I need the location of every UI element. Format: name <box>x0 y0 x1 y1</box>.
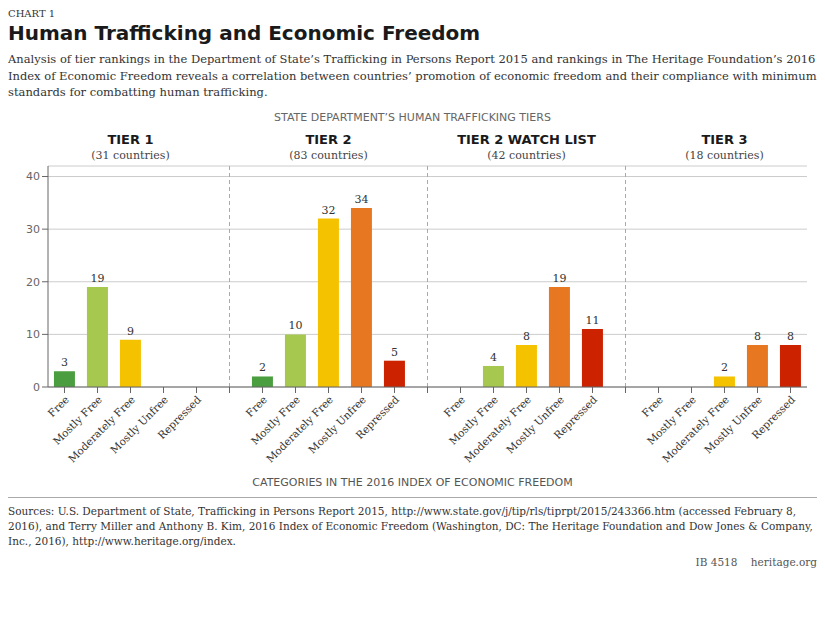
svg-text:30: 30 <box>26 223 40 236</box>
svg-text:TIER 2 WATCH LIST: TIER 2 WATCH LIST <box>457 132 596 147</box>
svg-text:Moderately Free: Moderately Free <box>263 393 336 465</box>
html-text:Sources: U.S. Department of St: Sources: U.S. Department of State, Traff… <box>8 505 813 548</box>
html-text:CATEGORIES IN THE 2016 INDEX O: CATEGORIES IN THE 2016 INDEX OF ECONOMIC… <box>252 476 573 489</box>
svg-text:Mostly Free: Mostly Free <box>50 393 105 447</box>
html-text:Analysis of tier rankings in t: Analysis of tier rankings in the Departm… <box>8 52 817 100</box>
svg-text:2: 2 <box>259 361 266 374</box>
html-text:CHART 1: CHART 1 <box>8 8 56 19</box>
svg-text:Mostly Unfree: Mostly Unfree <box>702 393 764 455</box>
svg-text:5: 5 <box>391 346 398 359</box>
svg-text:8: 8 <box>523 330 530 343</box>
html-text:IB 4518 heritage.org: IB 4518 heritage.org <box>695 555 817 568</box>
svg-text:TIER 2: TIER 2 <box>305 132 351 147</box>
svg-text:4: 4 <box>490 351 497 364</box>
svg-text:TIER 3: TIER 3 <box>701 132 747 147</box>
svg-text:Repressed: Repressed <box>155 393 203 441</box>
svg-text:10: 10 <box>26 328 40 341</box>
svg-text:(18 countries): (18 countries) <box>685 149 763 162</box>
svg-text:Free: Free <box>441 393 467 419</box>
svg-text:(42 countries): (42 countries) <box>487 149 565 162</box>
svg-text:Mostly Free: Mostly Free <box>446 393 501 447</box>
svg-text:8: 8 <box>754 330 761 343</box>
html-text:Human Trafficking and Economic: Human Trafficking and Economic Freedom <box>8 21 481 45</box>
svg-text:34: 34 <box>354 193 368 206</box>
svg-text:Moderately Free: Moderately Free <box>461 393 534 465</box>
svg-text:20: 20 <box>26 276 40 289</box>
svg-text:10: 10 <box>288 319 302 332</box>
svg-text:Mostly Free: Mostly Free <box>248 393 303 447</box>
svg-text:Repressed: Repressed <box>353 393 401 441</box>
svg-text:(31 countries): (31 countries) <box>91 149 169 162</box>
svg-text:11: 11 <box>585 314 599 327</box>
svg-text:32: 32 <box>321 204 335 217</box>
svg-text:3: 3 <box>61 356 68 369</box>
svg-text:Free: Free <box>45 393 71 419</box>
svg-text:(83 countries): (83 countries) <box>289 149 367 162</box>
svg-text:8: 8 <box>787 330 794 343</box>
svg-text:Repressed: Repressed <box>551 393 599 441</box>
svg-text:Free: Free <box>243 393 269 419</box>
svg-text:TIER 1: TIER 1 <box>107 132 153 147</box>
svg-text:Mostly Unfree: Mostly Unfree <box>504 393 566 455</box>
svg-text:0: 0 <box>33 381 40 394</box>
svg-text:Mostly Unfree: Mostly Unfree <box>306 393 368 455</box>
svg-text:Repressed: Repressed <box>749 393 797 441</box>
svg-text:9: 9 <box>127 325 134 338</box>
svg-text:Free: Free <box>639 393 665 419</box>
svg-text:Moderately Free: Moderately Free <box>659 393 732 465</box>
svg-text:Mostly Unfree: Mostly Unfree <box>108 393 170 455</box>
svg-text:Moderately Free: Moderately Free <box>65 393 138 465</box>
svg-text:19: 19 <box>552 272 566 285</box>
svg-text:2: 2 <box>721 361 728 374</box>
svg-text:40: 40 <box>26 170 40 183</box>
html-text:STATE DEPARTMENT’S HUMAN TRAFF: STATE DEPARTMENT’S HUMAN TRAFFICKING TIE… <box>274 111 551 124</box>
svg-text:19: 19 <box>90 272 104 285</box>
svg-text:Mostly Free: Mostly Free <box>644 393 699 447</box>
